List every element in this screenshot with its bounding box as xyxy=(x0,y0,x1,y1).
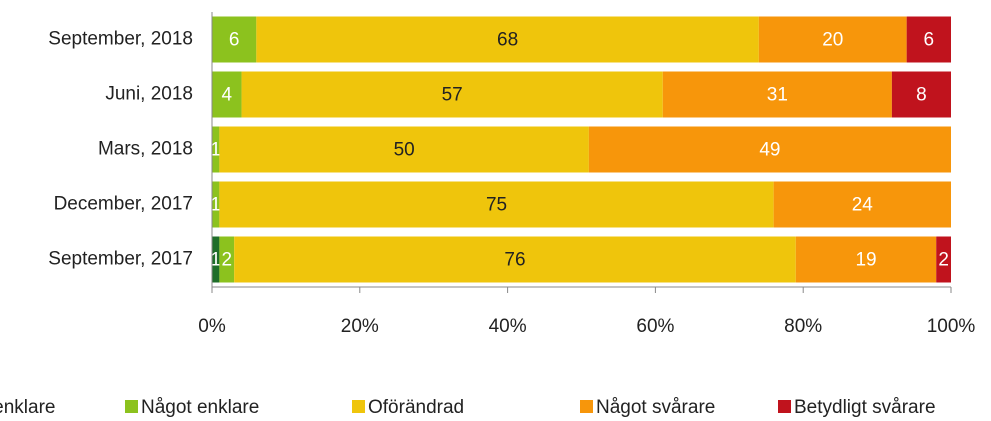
bar-segment xyxy=(212,71,242,118)
bar-segment xyxy=(219,126,589,173)
bar-segment xyxy=(234,236,796,283)
data-label: 50 xyxy=(394,140,415,161)
y-tick-label: Mars, 2018 xyxy=(98,139,193,160)
data-label: 76 xyxy=(504,250,525,271)
legend-swatch xyxy=(778,400,791,413)
legend-swatch xyxy=(125,400,138,413)
x-tick-label: 100% xyxy=(927,316,976,337)
bar-segment xyxy=(758,16,907,63)
bar-segment xyxy=(256,16,759,63)
legend-label: Något enklare xyxy=(141,397,259,418)
bar-segment xyxy=(212,236,220,283)
bar-segment xyxy=(219,236,235,283)
data-label: 1 xyxy=(210,195,221,216)
y-tick-label: September, 2017 xyxy=(48,249,193,270)
data-label: 1 xyxy=(210,250,221,271)
bar-segment xyxy=(795,236,937,283)
x-tick-label: 80% xyxy=(784,316,822,337)
y-tick-label: Juni, 2018 xyxy=(105,84,193,105)
bar-segment xyxy=(588,126,951,173)
data-label: 8 xyxy=(916,85,927,106)
bar-segment xyxy=(891,71,951,118)
data-label: 75 xyxy=(486,195,507,216)
legend-label: Oförändrad xyxy=(368,397,464,418)
data-label: 68 xyxy=(497,30,518,51)
data-label: 6 xyxy=(229,30,240,51)
legend-swatch xyxy=(352,400,365,413)
bar-segment xyxy=(212,126,220,173)
bar-segment xyxy=(773,181,951,228)
bar-segment xyxy=(212,181,220,228)
data-label: 2 xyxy=(221,250,232,271)
bar-segment xyxy=(241,71,663,118)
data-label: 4 xyxy=(221,85,232,106)
data-label: 6 xyxy=(924,30,935,51)
data-label: 24 xyxy=(852,195,874,216)
legend-label: Betydligt enklare xyxy=(0,397,55,418)
x-tick-label: 40% xyxy=(489,316,527,337)
data-label: 19 xyxy=(855,250,876,271)
x-tick-label: 20% xyxy=(341,316,379,337)
data-label: 1 xyxy=(210,140,221,161)
bar-segment xyxy=(936,236,951,283)
data-label: 49 xyxy=(759,140,780,161)
bar-segment xyxy=(662,71,892,118)
legend-swatch xyxy=(580,400,593,413)
y-tick-label: December, 2017 xyxy=(54,194,193,215)
bar-segment xyxy=(906,16,951,63)
bar-segment xyxy=(212,16,257,63)
data-label: 31 xyxy=(767,85,788,106)
legend-label: Något svårare xyxy=(596,397,715,418)
data-label: 57 xyxy=(442,85,463,106)
x-tick-label: 0% xyxy=(198,316,226,337)
data-label: 2 xyxy=(938,250,949,271)
bar-segment xyxy=(219,181,774,228)
x-tick-label: 60% xyxy=(636,316,674,337)
legend-label: Betydligt svårare xyxy=(794,397,936,418)
data-label: 20 xyxy=(822,30,843,51)
y-tick-label: September, 2018 xyxy=(48,29,193,50)
